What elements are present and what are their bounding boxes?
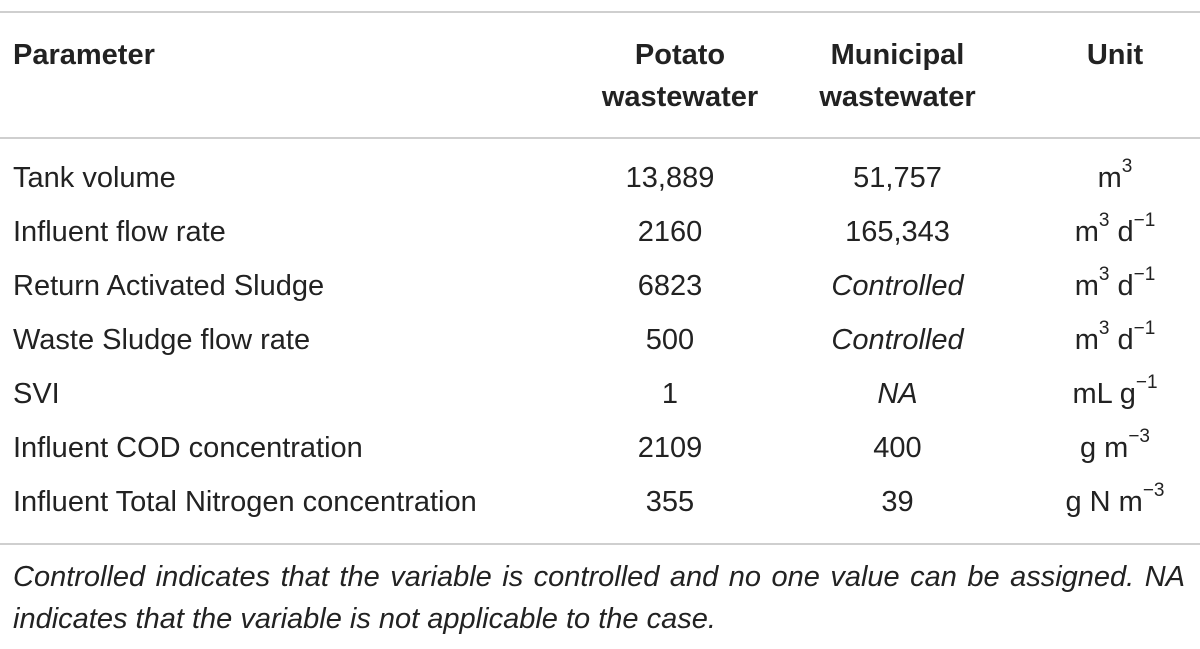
unit-exponent: −3 [1142, 480, 1165, 502]
cell-unit: m3 d−1 [1035, 205, 1195, 259]
unit-base: m [1074, 324, 1099, 356]
unit-tail: d [1109, 324, 1134, 356]
header-potato-line1: Potato [634, 39, 726, 71]
unit-tail-exponent: −1 [1133, 318, 1156, 340]
cell-parameter: Influent COD concentration [13, 432, 363, 464]
cell-municipal-value: 51,757 [853, 162, 942, 194]
cell-unit: mL g−1 [1035, 367, 1195, 421]
cell-municipal-value: 39 [881, 486, 914, 518]
cell-potato-value: 6823 [637, 270, 703, 302]
cell-unit: m3 [1035, 151, 1195, 205]
cell-unit: g N m−3 [1035, 475, 1195, 529]
cell-potato-value: 2109 [637, 432, 703, 464]
cell-parameter: SVI [13, 378, 60, 410]
table-row: Tank volume 13,889 51,757 m3 [0, 151, 1200, 205]
unit-exponent: 3 [1121, 156, 1133, 178]
cell-parameter: Influent Total Nitrogen concentration [13, 486, 477, 518]
table-top-rule [0, 11, 1200, 13]
table-row: Return Activated Sludge 6823 Controlled m3 … [0, 259, 1200, 313]
cell-municipal-value: NA [877, 378, 918, 410]
header-parameter: Parameter [13, 39, 155, 71]
header-municipal-line2: wastewater [819, 81, 976, 113]
header-unit: Unit [1086, 39, 1144, 71]
header-municipal-wastewater: Municipal wastewater [790, 34, 1005, 118]
cell-potato-value: 13,889 [625, 162, 715, 194]
unit-base: m [1074, 270, 1099, 302]
unit-exponent: 3 [1098, 210, 1110, 232]
unit-base: mL g [1072, 378, 1136, 410]
unit-tail-exponent: −1 [1133, 210, 1156, 232]
cell-potato-value: 1 [661, 378, 679, 410]
table-row: Waste Sludge flow rate 500 Controlled m3 d−… [0, 313, 1200, 367]
unit-tail-exponent: −1 [1133, 264, 1156, 286]
unit-base: g m [1079, 432, 1129, 464]
unit-base: m [1097, 162, 1122, 194]
cell-municipal-value: 165,343 [845, 216, 950, 248]
cell-potato-value: 500 [645, 324, 695, 356]
table-footnote: Controlled indicates that the variable i… [13, 561, 1185, 635]
header-potato-wastewater: Potato wastewater [560, 34, 800, 118]
cell-municipal-value: Controlled [831, 270, 964, 302]
table-row: Influent Total Nitrogen concentration 355… [0, 475, 1200, 529]
cell-potato-value: 355 [645, 486, 695, 518]
table-row: Influent flow rate 2160 165,343 m3 d−1 [0, 205, 1200, 259]
cell-municipal-value: Controlled [831, 324, 964, 356]
table-row: SVI 1 NA mL g−1 [0, 367, 1200, 421]
unit-tail: d [1109, 216, 1134, 248]
table-bottom-rule [0, 543, 1200, 545]
header-potato-line2: wastewater [601, 81, 759, 113]
unit-base: g N m [1065, 486, 1143, 518]
cell-parameter: Tank volume [13, 162, 176, 194]
unit-tail: d [1109, 270, 1134, 302]
cell-parameter: Waste Sludge flow rate [13, 324, 311, 356]
header-divider-rule [0, 137, 1200, 139]
unit-exponent: 3 [1098, 264, 1110, 286]
cell-unit: g m−3 [1035, 421, 1195, 475]
cell-unit: m3 d−1 [1035, 313, 1195, 367]
cell-parameter: Return Activated Sludge [13, 270, 325, 302]
header-municipal-line1: Municipal [830, 39, 965, 71]
unit-exponent: 3 [1098, 318, 1110, 340]
unit-exponent: −3 [1128, 426, 1150, 448]
cell-potato-value: 2160 [637, 216, 703, 248]
cell-municipal-value: 400 [873, 432, 922, 464]
cell-parameter: Influent flow rate [13, 216, 226, 248]
unit-exponent: −1 [1135, 372, 1158, 394]
cell-unit: m3 d−1 [1035, 259, 1195, 313]
table-row: Influent COD concentration 2109 400 g m−3 [0, 421, 1200, 475]
unit-base: m [1074, 216, 1099, 248]
